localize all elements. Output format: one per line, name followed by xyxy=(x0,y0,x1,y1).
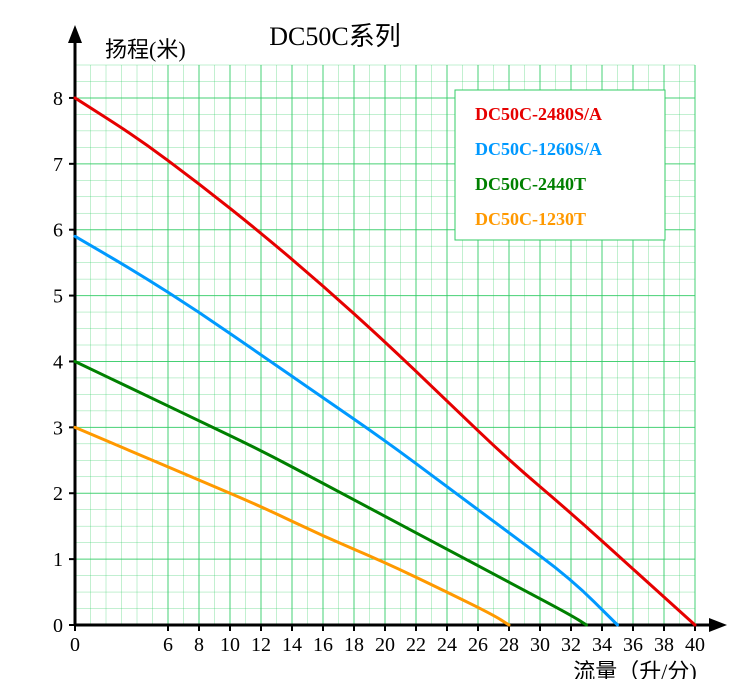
x-tick-label: 24 xyxy=(437,634,457,656)
y-tick-label: 4 xyxy=(53,351,63,373)
legend: DC50C-2480S/A DC50C-1260S/A DC50C-2440T DC5… xyxy=(455,90,665,240)
chart-title: DC50C系列 xyxy=(269,22,400,51)
x-tick-label: 18 xyxy=(344,634,364,656)
legend-item: DC50C-1260S/A xyxy=(475,139,602,159)
chart-container: 0123456780681012141618202224262830323436… xyxy=(15,15,735,679)
y-tick-label: 0 xyxy=(53,615,63,637)
x-tick-label: 30 xyxy=(530,634,550,656)
chart-svg: 0123456780681012141618202224262830323436… xyxy=(15,15,735,679)
x-tick-label: 12 xyxy=(251,634,271,656)
y-tick-label: 1 xyxy=(53,549,63,571)
legend-item: DC50C-2480S/A xyxy=(475,104,602,124)
x-tick-label: 16 xyxy=(313,634,333,656)
x-tick-label: 14 xyxy=(282,634,302,656)
x-tick-label: 0 xyxy=(70,634,80,656)
x-tick-label: 6 xyxy=(163,634,173,656)
x-axis-label: 流量（升/分) xyxy=(573,659,696,679)
x-tick-label: 8 xyxy=(194,634,204,656)
y-tick-label: 5 xyxy=(53,286,63,308)
x-tick-label: 38 xyxy=(654,634,674,656)
x-tick-label: 36 xyxy=(623,634,643,656)
y-tick-label: 8 xyxy=(53,88,63,110)
x-tick-label: 34 xyxy=(592,634,612,656)
y-axis-label: 扬程(米) xyxy=(105,37,186,62)
legend-item: DC50C-1230T xyxy=(475,209,586,229)
x-tick-label: 10 xyxy=(220,634,240,656)
y-tick-label: 6 xyxy=(53,220,63,242)
y-tick-label: 3 xyxy=(53,417,63,439)
y-tick-label: 2 xyxy=(53,483,63,505)
legend-item: DC50C-2440T xyxy=(475,174,586,194)
x-tick-label: 40 xyxy=(685,634,705,656)
x-tick-label: 26 xyxy=(468,634,488,656)
x-tick-label: 20 xyxy=(375,634,395,656)
x-tick-label: 32 xyxy=(561,634,581,656)
x-tick-label: 22 xyxy=(406,634,426,656)
x-tick-label: 28 xyxy=(499,634,519,656)
y-tick-label: 7 xyxy=(53,154,63,176)
